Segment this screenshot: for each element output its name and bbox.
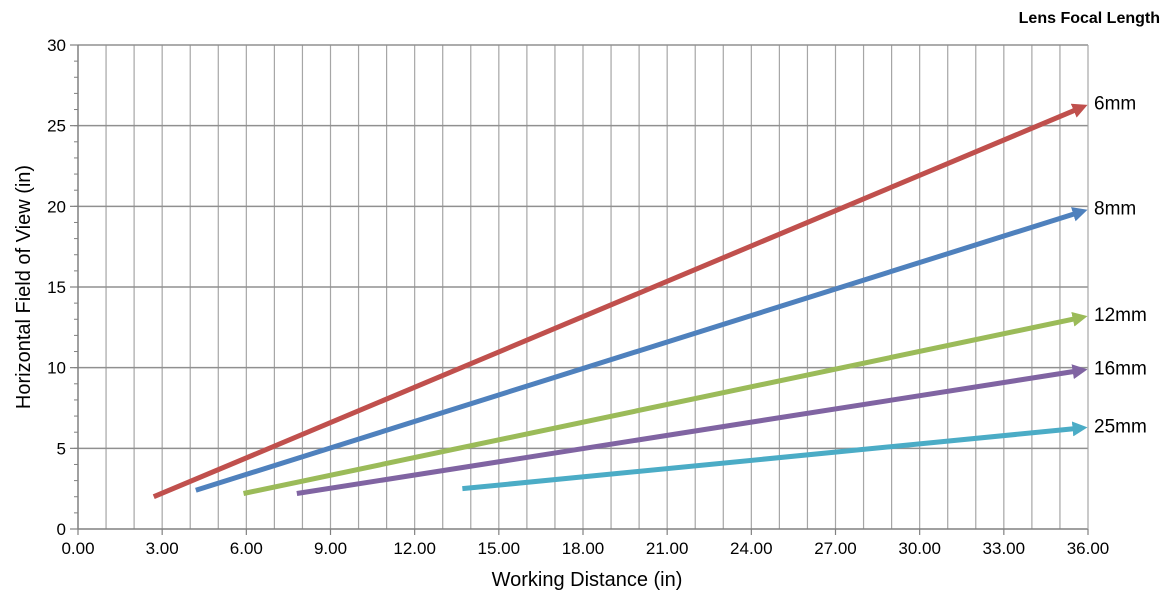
series-line-8mm: [195, 207, 1088, 493]
y-tick-label: 15: [47, 278, 66, 297]
x-tick-label: 36.00: [1067, 539, 1110, 558]
series-label-12mm: 12mm: [1094, 305, 1147, 326]
x-tick-label: 12.00: [393, 539, 436, 558]
series-labels: 6mm 8mm 12mm 16mm 25mm: [1094, 94, 1147, 438]
x-tick-label: 30.00: [898, 539, 941, 558]
y-axis-title: Horizontal Field of View (in): [13, 165, 35, 409]
x-tick-label: 27.00: [814, 539, 857, 558]
series-line-6mm: [152, 103, 1088, 500]
x-tick-label: 18.00: [562, 539, 605, 558]
y-tick-label: 25: [47, 117, 66, 136]
y-tick-label: 30: [47, 36, 66, 55]
legend-title: Lens Focal Length: [1019, 10, 1160, 27]
x-tick-label: 0.00: [61, 539, 94, 558]
series-lines: [152, 103, 1088, 500]
y-tick-label: 10: [47, 359, 66, 378]
series-label-6mm: 6mm: [1094, 94, 1136, 115]
series-label-25mm: 25mm: [1094, 416, 1147, 437]
x-tick-label: 15.00: [478, 539, 521, 558]
axes: [77, 45, 1089, 530]
y-tick-label: 0: [57, 520, 66, 539]
series-line-12mm: [243, 311, 1088, 496]
x-axis-title: Working Distance (in): [492, 569, 683, 591]
series-line-16mm: [296, 364, 1088, 496]
y-tick-label: 5: [57, 439, 66, 458]
x-tick-label: 6.00: [230, 539, 263, 558]
series-label-8mm: 8mm: [1094, 199, 1136, 220]
series-line-25mm: [462, 421, 1088, 492]
x-tick-label: 3.00: [146, 539, 179, 558]
x-tick-label: 24.00: [730, 539, 773, 558]
minor-ticks: [70, 44, 1089, 535]
x-tick-labels: 0.00 3.00 6.00 9.00 12.00 15.00 18.00 21.00 24.0…: [61, 539, 1109, 558]
y-tick-label: 20: [47, 197, 66, 216]
series-label-16mm: 16mm: [1094, 358, 1147, 379]
x-tick-label: 21.00: [646, 539, 689, 558]
x-tick-label: 33.00: [983, 539, 1026, 558]
y-tick-labels: 0 5 10 15 20 25 30: [47, 36, 66, 539]
x-tick-label: 9.00: [314, 539, 347, 558]
